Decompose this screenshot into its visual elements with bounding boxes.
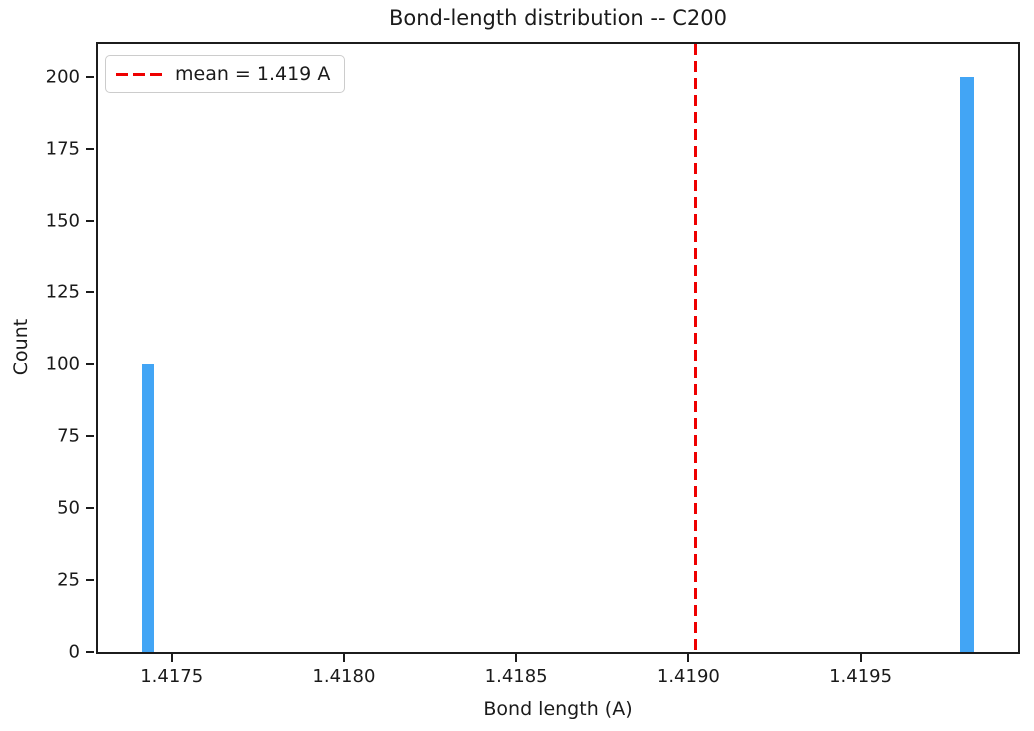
legend-label: mean = 1.419 A: [175, 63, 331, 85]
y-tick: [86, 75, 94, 78]
x-axis-label: Bond length (A): [483, 698, 633, 720]
y-tick: [86, 507, 94, 510]
mean-line: [693, 44, 697, 652]
y-tick-label: 75: [57, 425, 80, 447]
y-tick: [86, 363, 94, 366]
y-tick-label: 125: [45, 281, 80, 303]
y-tick: [86, 579, 94, 582]
x-tick: [515, 654, 518, 662]
x-tick-label: 1.4185: [484, 666, 548, 687]
x-tick-label: 1.4195: [829, 666, 893, 687]
y-axis-label: Count: [10, 318, 32, 376]
y-tick: [86, 435, 94, 438]
y-tick: [86, 651, 94, 653]
y-tick-label: 175: [45, 138, 80, 160]
x-tick: [859, 654, 862, 662]
y-tick-label: 0: [68, 641, 80, 663]
y-tick: [86, 291, 94, 294]
y-tick-label: 50: [57, 497, 80, 519]
x-tick: [170, 654, 173, 662]
plot-area: [96, 42, 1020, 654]
y-tick-label: 200: [45, 66, 80, 88]
y-tick-label: 25: [57, 569, 80, 591]
x-tick-label: 1.4180: [312, 666, 376, 687]
mean-line-legend-sample: [116, 72, 162, 76]
y-tick: [86, 147, 94, 150]
histogram-bar: [960, 76, 975, 652]
x-tick: [687, 654, 690, 662]
histogram-bar: [141, 364, 154, 652]
x-tick: [342, 654, 345, 662]
y-tick: [86, 219, 94, 222]
x-tick-label: 1.4190: [656, 666, 720, 687]
chart-title: Bond-length distribution -- C200: [388, 6, 727, 30]
y-tick-label: 150: [45, 210, 80, 232]
x-tick-label: 1.4175: [140, 666, 204, 687]
legend: mean = 1.419 A: [105, 55, 346, 93]
y-tick-label: 100: [45, 353, 80, 375]
